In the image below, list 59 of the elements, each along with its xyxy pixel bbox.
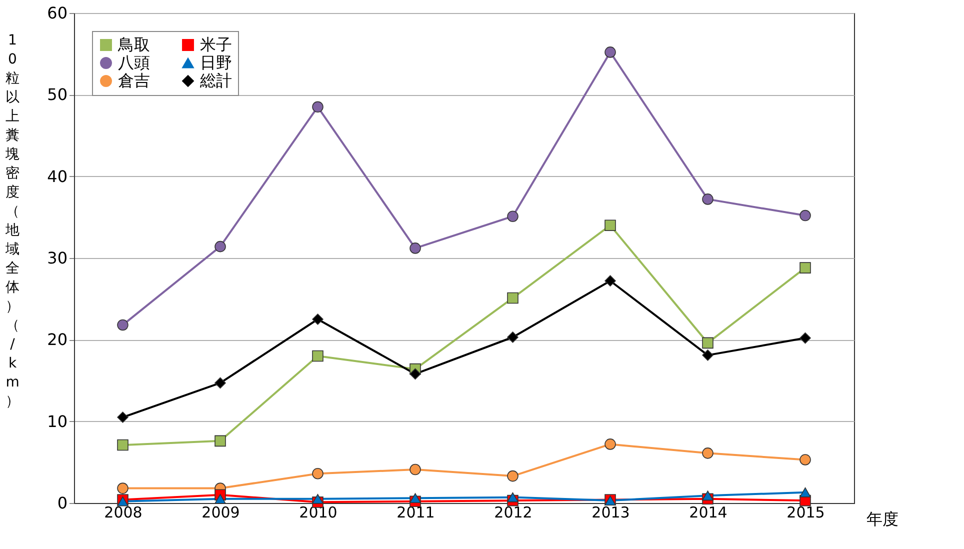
y-tick-label: 20 <box>47 330 68 350</box>
point <box>604 438 616 450</box>
point <box>410 242 421 254</box>
y-tick-label: 60 <box>47 4 68 22</box>
point <box>410 368 421 380</box>
text: 10粒以上糞塊密度（地域全体）（/km） <box>6 32 20 410</box>
y-tick-label: 0 <box>57 494 68 512</box>
point <box>702 350 714 361</box>
point <box>312 350 324 362</box>
point <box>702 490 714 501</box>
point <box>117 439 128 451</box>
y-tick-label: 10 <box>47 412 68 431</box>
legend-label: 総計 <box>199 71 232 90</box>
point <box>214 435 226 447</box>
point <box>702 337 714 349</box>
x-tick-label: 2013 <box>592 504 630 522</box>
legend-label: 米子 <box>200 35 232 54</box>
point <box>312 494 324 504</box>
point <box>214 494 226 504</box>
x-tick-label: 2010 <box>299 504 338 522</box>
point <box>117 319 128 331</box>
point <box>214 240 226 252</box>
point <box>800 210 811 222</box>
y-tick-label: 40 <box>47 166 68 186</box>
x-tick-label: 2011 <box>396 504 435 522</box>
point <box>800 262 811 274</box>
point <box>507 470 518 482</box>
point <box>702 448 714 459</box>
y-tick-label: 30 <box>47 248 68 268</box>
x-tick-label: 2014 <box>689 504 728 522</box>
point <box>604 46 616 58</box>
point <box>410 464 421 476</box>
x-tick-label: 2012 <box>494 504 532 522</box>
point <box>507 492 518 502</box>
point <box>507 292 518 304</box>
point <box>800 332 811 344</box>
legend-label: 日野 <box>200 53 232 72</box>
legend-label: 鳥取 <box>117 35 150 54</box>
point <box>800 487 811 498</box>
y-tick-label: 50 <box>47 85 68 104</box>
point <box>800 454 811 466</box>
point <box>507 210 518 222</box>
point <box>410 493 421 504</box>
point <box>312 101 324 113</box>
point <box>312 314 324 325</box>
point <box>312 468 324 480</box>
x-axis-title: 年度 <box>866 510 898 528</box>
point <box>604 275 616 287</box>
point <box>117 482 128 494</box>
legend-label: 八頭 <box>118 53 150 72</box>
x-tick-label: 2009 <box>202 504 240 522</box>
point <box>214 377 226 389</box>
point <box>507 332 518 343</box>
point <box>604 220 616 231</box>
legend-label: 倉吉 <box>118 71 150 90</box>
x-tick-label: 2008 <box>104 504 142 522</box>
point <box>117 412 128 423</box>
point <box>702 194 714 205</box>
x-tick-label: 2015 <box>786 504 825 522</box>
